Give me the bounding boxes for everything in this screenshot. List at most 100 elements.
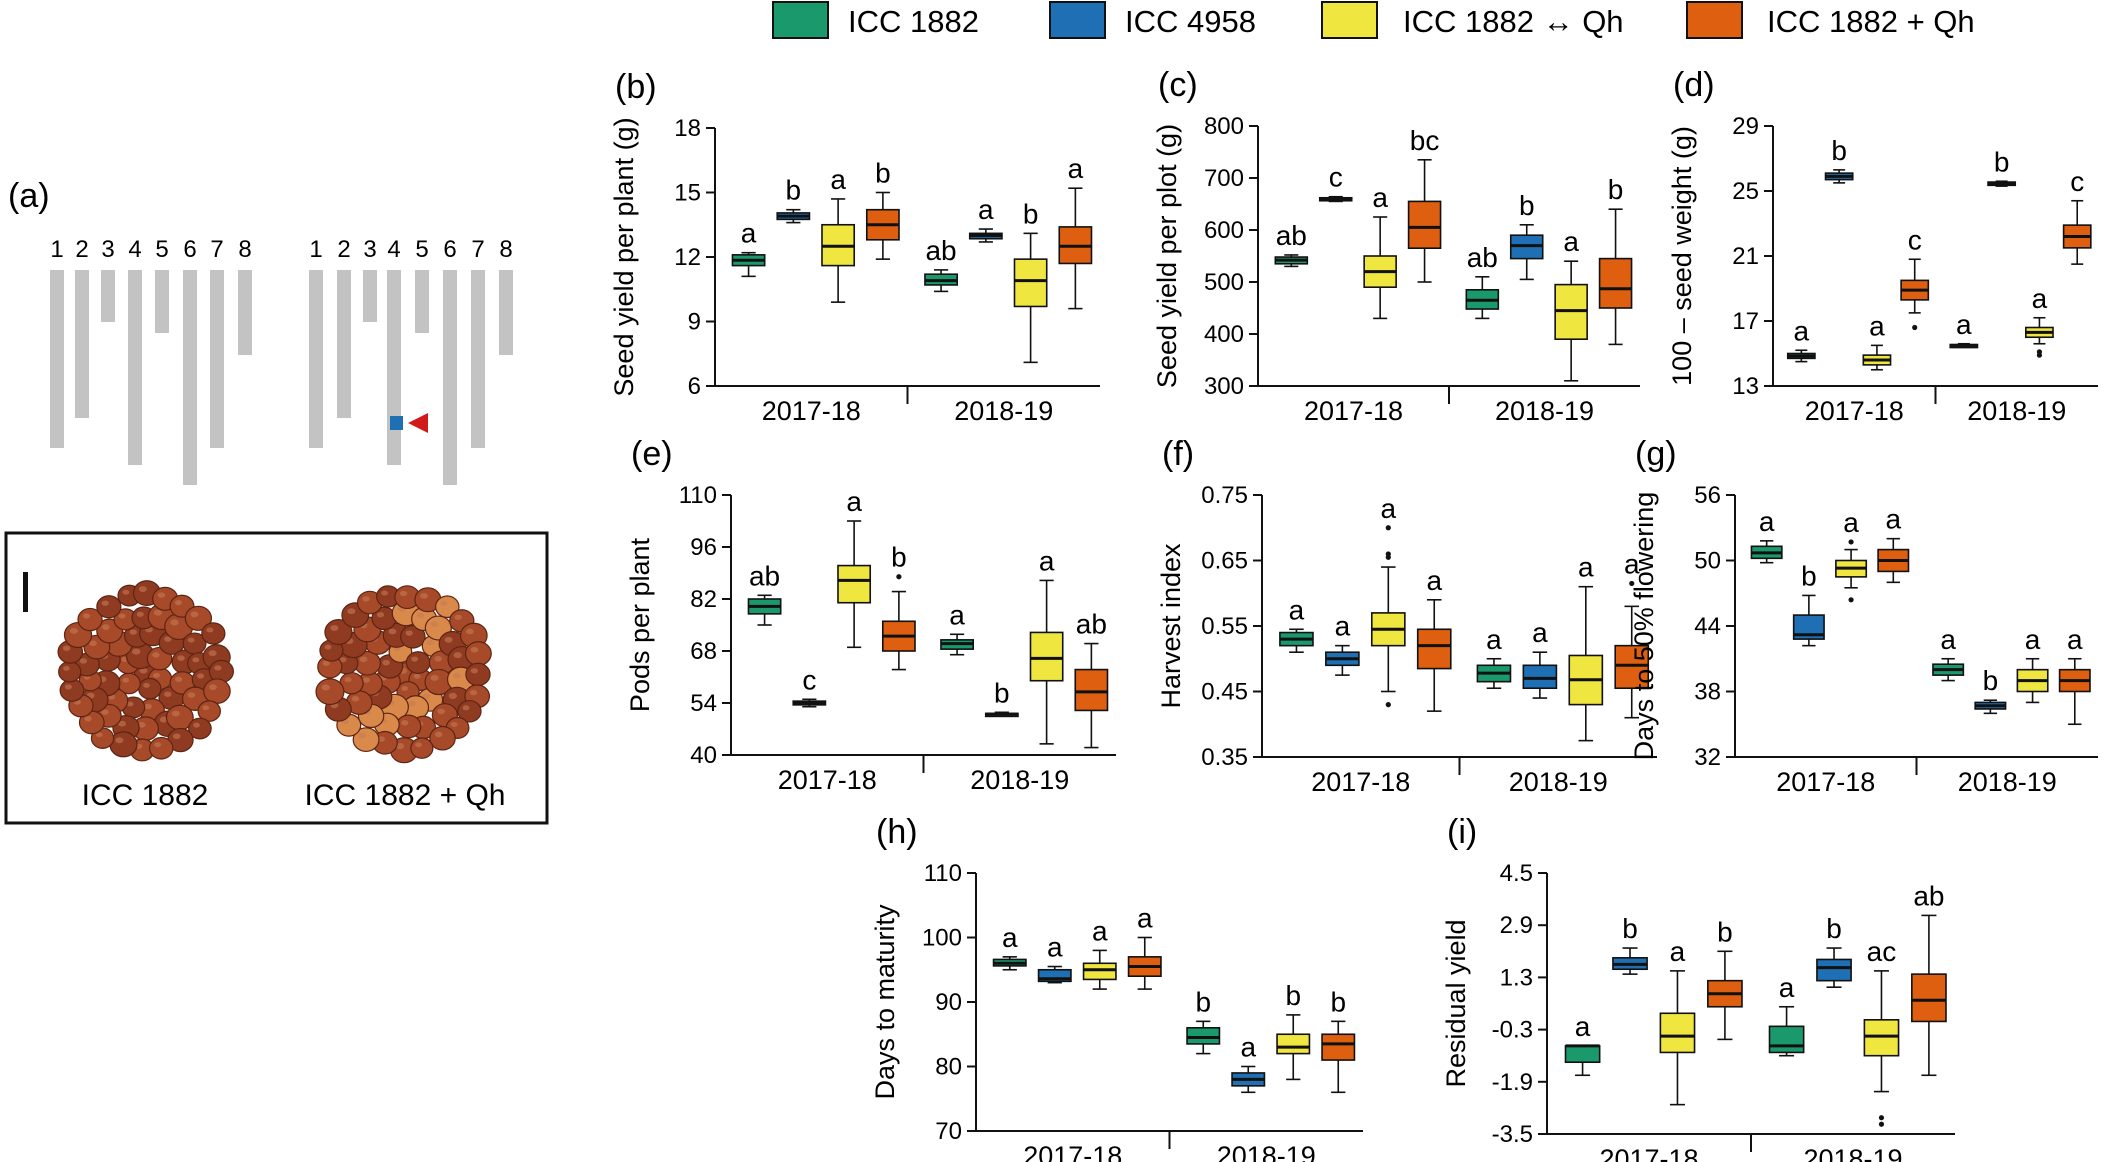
y-tick-label: 700 — [1204, 165, 1244, 192]
chromosome-number: 7 — [471, 236, 484, 263]
x-category-label: 2018-19 — [970, 765, 1069, 795]
significance-letter: a — [1575, 1011, 1591, 1042]
y-tick-label: -1.9 — [1492, 1069, 1533, 1096]
y-tick-label: 100 — [922, 925, 962, 952]
seed-highlight — [122, 677, 130, 683]
seed-highlight — [347, 608, 356, 615]
seed-highlight — [453, 652, 462, 659]
significance-letter: c — [1908, 224, 1922, 255]
significance-letter: a — [949, 599, 965, 630]
significance-letter: a — [1869, 310, 1885, 341]
significance-letter: b — [1023, 198, 1039, 229]
seed-highlight — [174, 599, 182, 606]
seed-highlight — [187, 637, 195, 643]
chromosome-number: 3 — [363, 236, 376, 263]
seed-label-right: ICC 1882 + Qh — [305, 779, 506, 812]
box-outlier — [2036, 352, 2043, 358]
seed-highlight — [129, 629, 137, 635]
significance-letter: a — [1092, 915, 1108, 946]
chromosome-number: 1 — [309, 236, 322, 263]
significance-letter: b — [1608, 174, 1624, 205]
box-body — [1416, 628, 1452, 670]
y-tick-label: 50 — [1694, 548, 1721, 575]
chromosome-number: 3 — [101, 236, 114, 263]
box-body — [1321, 1033, 1356, 1061]
box-body — [1013, 258, 1048, 308]
seed-highlight — [171, 710, 180, 717]
seed — [410, 737, 434, 759]
seed — [464, 641, 492, 666]
seed-highlight — [63, 665, 70, 671]
seed-highlight — [322, 660, 330, 666]
y-tick-label: 300 — [1204, 373, 1244, 400]
significance-letter: b — [1519, 190, 1535, 221]
chromosome-bar — [363, 270, 377, 322]
seed-highlight — [422, 693, 431, 699]
significance-letter: a — [1940, 624, 1956, 655]
seed — [96, 595, 122, 619]
chromosome-bar — [387, 270, 401, 465]
seed-highlight — [408, 700, 416, 707]
seed-highlight — [177, 655, 185, 661]
x-category-label: 2017-18 — [1023, 1141, 1122, 1162]
seed — [429, 725, 456, 751]
box-body — [1816, 958, 1852, 982]
y-tick-label: 600 — [1204, 217, 1244, 244]
significance-letter: ab — [1276, 220, 1307, 251]
seed-highlight — [197, 673, 205, 679]
seed — [201, 622, 226, 645]
seed-highlight — [330, 625, 339, 631]
seed-highlight — [152, 672, 160, 678]
significance-letter: ab — [1076, 609, 1107, 640]
seed-highlight — [395, 743, 405, 750]
panel-d-100-seed-weight: (d) 13 17 21 25 29 100 – seed weight (g) 2017-1… — [1667, 66, 2098, 426]
box-body — [1029, 631, 1064, 682]
seed-highlight — [143, 682, 150, 688]
significance-letter: a — [1068, 153, 1084, 184]
qtl-arrow-icon — [408, 413, 428, 433]
significance-letter: b — [1285, 980, 1301, 1011]
significance-letter: b — [1831, 135, 1847, 166]
box-body — [837, 564, 872, 604]
y-axis-title: Harvest index — [1156, 543, 1186, 709]
seed-highlight — [208, 650, 217, 657]
chromosome-number: 2 — [337, 236, 350, 263]
seed-highlight — [157, 592, 166, 598]
significance-letter: a — [1047, 932, 1063, 963]
y-tick-label: 18 — [674, 115, 701, 142]
box-body — [1186, 1027, 1221, 1045]
box-outlier — [1385, 525, 1391, 531]
significance-letter: b — [891, 542, 907, 573]
panel-d-label: (d) — [1673, 66, 1715, 104]
seed-highlight — [69, 627, 79, 634]
legend-swatch-icc1882 — [772, 1, 829, 39]
x-category-label: 2017-18 — [1311, 767, 1410, 797]
y-tick-label: 96 — [690, 534, 717, 561]
significance-letter: a — [1486, 624, 1502, 655]
y-axis-title: Seed yield per plant (g) — [609, 117, 639, 396]
significance-letter: a — [1759, 506, 1775, 537]
x-category-label: 2018-19 — [1509, 767, 1608, 797]
significance-letter: ab — [749, 560, 780, 591]
y-tick-label: 13 — [1732, 373, 1759, 400]
legend-swatch-icc4958 — [1049, 1, 1106, 39]
seed-highlight — [118, 613, 126, 619]
y-tick-label: 80 — [935, 1054, 962, 1081]
seed-highlight — [187, 692, 196, 698]
panel-e-label: (e) — [631, 435, 673, 473]
seed-label-left: ICC 1882 — [82, 779, 209, 812]
y-tick-label: 0.45 — [1201, 679, 1248, 706]
panel-b-label: (b) — [615, 68, 657, 106]
y-tick-label: 17 — [1732, 308, 1759, 335]
seed-highlight — [359, 656, 368, 663]
significance-letter: a — [1137, 903, 1153, 934]
box-body — [1074, 668, 1109, 712]
significance-letter: a — [1779, 972, 1795, 1003]
significance-letter: a — [2032, 283, 2048, 314]
seed-highlight — [192, 657, 200, 663]
y-tick-label: -3.5 — [1492, 1121, 1533, 1148]
seed-highlight — [430, 621, 439, 627]
